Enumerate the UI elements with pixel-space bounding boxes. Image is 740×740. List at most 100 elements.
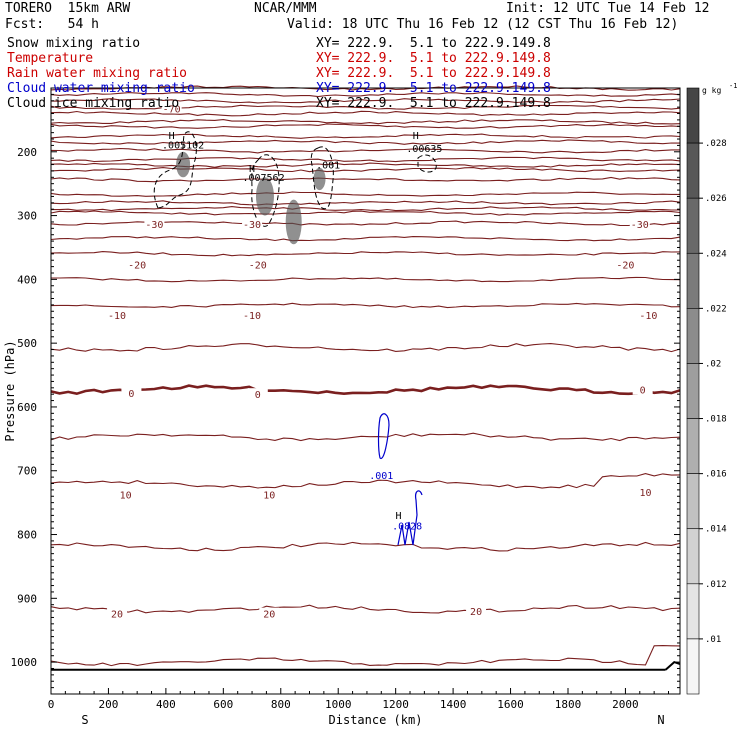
contour-label-bg	[632, 383, 653, 395]
temperature-contour-label: -10	[243, 311, 261, 322]
maximum-value-label: .001	[316, 160, 340, 171]
x-tick-label: 1200	[382, 698, 409, 711]
y-tick-label: 900	[17, 592, 37, 605]
init-time: Init: 12 UTC Tue 14 Feb 12	[506, 1, 710, 16]
model-title: TORERO 15km ARW	[5, 1, 131, 16]
maximum-value-label: .005102	[162, 141, 204, 152]
plot-frame	[50, 87, 681, 695]
colorbar-segment	[686, 308, 700, 364]
legend-xy-cloud-water: XY= 222.9. 5.1 to 222.9.149.8	[316, 81, 551, 96]
temperature-contour	[50, 302, 681, 309]
temperature-contour	[50, 167, 681, 173]
temperature-contour	[50, 384, 681, 396]
x-tick-label: 600	[213, 698, 233, 711]
temperature-contour	[50, 147, 680, 154]
temperature-contour-label: -20	[128, 261, 146, 272]
legend-label-cloud-water: Cloud water mixing ratio	[7, 81, 195, 96]
temperature-contour-label: 0	[128, 389, 134, 400]
cloud-water-contour	[377, 413, 390, 459]
colorbar-tick-label: .026	[705, 194, 727, 204]
maximum-value-label: .0828	[392, 521, 422, 532]
colorbar-segment	[686, 197, 700, 254]
x-tick-label: 2000	[612, 698, 639, 711]
plot-area: -70 -30 -30 -30 -20 -20 -20 -10 -10 -10 0 0 0 10 10 10 2…	[50, 85, 681, 671]
x-axis-label: Distance (km)	[329, 713, 423, 727]
temperature-contour-label: -30	[631, 220, 649, 231]
x-tick-label: 1800	[555, 698, 582, 711]
temperature-contour	[50, 92, 681, 98]
high-marker: H	[396, 511, 402, 522]
temperature-contour-label: 20	[470, 607, 482, 618]
contour-label-bg	[127, 258, 148, 270]
temperature-contour-label: -70	[163, 104, 181, 115]
contour-label-bg	[161, 102, 182, 114]
y-tick-label: 1000	[11, 656, 38, 669]
legend-xy-cloud-ice: XY= 222.9. 5.1 to 222.9.149.8	[316, 96, 551, 111]
temperature-contour	[50, 156, 681, 163]
x-tick-label: 800	[271, 698, 291, 711]
contour-label-bg	[466, 605, 487, 617]
y-axis-label: Pressure (hPa)	[3, 340, 17, 441]
colorbar-segment	[686, 363, 700, 419]
temperature-contour	[50, 110, 681, 117]
y-tick-label: 200	[17, 146, 37, 159]
snow-ice-contour	[153, 131, 197, 209]
snow-shading	[176, 151, 191, 178]
high-marker: H	[413, 131, 419, 142]
axes: 0 200 400 600 800 1000 1200 1400 1600 1800 2000200…	[3, 87, 681, 727]
temperature-contour	[50, 98, 681, 104]
temperature-contour	[50, 104, 681, 110]
cloud-water-contour	[397, 490, 423, 546]
temperature-contour	[50, 176, 681, 183]
x-tick-label: 1000	[325, 698, 352, 711]
temperature-contour-label: 0	[255, 390, 261, 401]
y-tick-label: 800	[17, 529, 37, 542]
temperature-contour	[50, 432, 681, 442]
temperature-contour	[50, 473, 681, 489]
temperature-contour	[50, 123, 681, 129]
temperature-contour	[51, 206, 680, 212]
contour-label-bg	[242, 217, 263, 229]
colorbar-segment	[686, 638, 700, 695]
contour-label-bg	[638, 309, 659, 321]
south-label: S	[81, 713, 88, 727]
colorbar-segment	[686, 473, 700, 530]
temperature-contour	[50, 210, 681, 216]
colorbar: .01 .012 .014 .016 .018 .02 .022 .024 .026 .028 g …	[686, 82, 737, 695]
colorbar-segment	[686, 252, 700, 309]
temperature-contour-label: 20	[111, 610, 123, 621]
x-tick-label: 0	[48, 698, 55, 711]
high-marker: H	[249, 164, 255, 175]
contour-label-bg	[629, 217, 650, 229]
temperature-contour-label: -30	[145, 220, 163, 231]
center-label: NCAR/MMM	[254, 1, 317, 16]
colorbar-segment	[686, 528, 700, 585]
contour-label-bg	[247, 258, 268, 270]
contour-label-bg	[107, 607, 128, 619]
colorbar-tick-label: .016	[705, 470, 727, 480]
contour-label-bg	[144, 217, 165, 229]
contour-label-bg	[115, 488, 136, 500]
maximum-value-label: .00635	[406, 144, 442, 155]
temperature-contour	[50, 200, 681, 206]
colorbar-tick-label: .014	[705, 525, 727, 535]
temperature-contour	[50, 541, 681, 552]
temperature-contour-label: 10	[120, 490, 132, 501]
x-tick-label: 400	[156, 698, 176, 711]
colorbar-segment	[686, 418, 700, 474]
temperature-contour	[51, 276, 681, 283]
snow-shading	[255, 177, 274, 216]
snow-shading	[313, 167, 326, 191]
temperature-contour	[50, 139, 681, 145]
temperature-contour	[50, 162, 681, 168]
x-tick-label: 1600	[497, 698, 524, 711]
legend-xy-temperature: XY= 222.9. 5.1 to 222.9.149.8	[316, 51, 551, 66]
legend-xy-snow: XY= 222.9. 5.1 to 222.9.149.8	[316, 36, 551, 51]
colorbar-tick-label: .022	[705, 304, 727, 314]
temperature-contour-label: -20	[249, 261, 267, 272]
colorbar-tick-label: .01	[705, 635, 721, 645]
contour-label-bg	[242, 309, 263, 321]
temperature-contour-label: -30	[243, 220, 261, 231]
maximum-value-label: .001	[369, 471, 393, 482]
